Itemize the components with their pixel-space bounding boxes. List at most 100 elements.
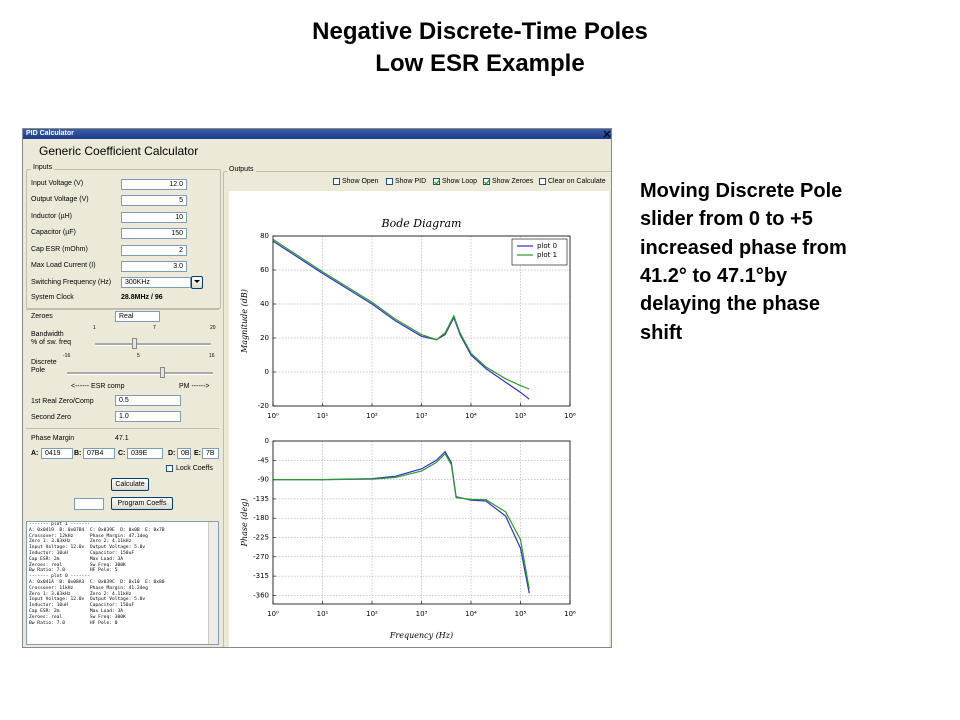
scale-label: 7 bbox=[153, 325, 156, 331]
field-label: Max Load Current (I) bbox=[31, 262, 96, 269]
window-title: PID Calculator bbox=[26, 130, 74, 137]
slider-label: Bandwidth bbox=[31, 331, 64, 338]
coeff-label: B: bbox=[74, 450, 82, 457]
dropdown[interactable]: 300KHz bbox=[121, 277, 191, 288]
log-line: Zeroes: real Sw Freq: 300K bbox=[29, 614, 126, 620]
checkbox[interactable] bbox=[333, 178, 340, 185]
slider-label: Discrete bbox=[31, 359, 57, 366]
coeff-label: C: bbox=[118, 450, 126, 457]
text-field[interactable]: 10 bbox=[121, 211, 187, 223]
slide-subtitle: Low ESR Example bbox=[375, 50, 585, 77]
checkbox[interactable] bbox=[386, 178, 393, 185]
field-label: Zeroes bbox=[31, 313, 53, 320]
checkbox[interactable] bbox=[433, 178, 440, 185]
checkbox-label: Show Loop bbox=[442, 178, 478, 185]
coeff-label: A: bbox=[31, 450, 39, 457]
note-line: shift bbox=[640, 321, 683, 344]
field-label: Inductor (µH) bbox=[31, 212, 72, 220]
field-label: Input Voltage (V) bbox=[31, 180, 84, 187]
calculate-button[interactable]: Calculate bbox=[111, 478, 149, 491]
field-label: Capacitor (µF) bbox=[31, 229, 76, 237]
scale-label: 5 bbox=[137, 353, 140, 359]
note-line: 41.2° to 47.1°by bbox=[640, 264, 788, 287]
log-line: A: 0x041A B: 0x08A3 C: 0x039C D: 0x10 E:… bbox=[29, 579, 165, 585]
text-field[interactable]: 0.5 bbox=[115, 395, 181, 406]
text-field[interactable]: 3.0 bbox=[121, 261, 187, 272]
text-field[interactable]: 2 bbox=[121, 244, 187, 256]
slider-hint: <------ ESR comp bbox=[71, 383, 125, 390]
checkbox-label: Lock Coeffs bbox=[176, 465, 213, 472]
field-label: System Clock bbox=[31, 294, 74, 301]
slider-label: Pole bbox=[31, 367, 46, 374]
separator bbox=[26, 428, 219, 429]
field-value: 28.8MHz / 96 bbox=[121, 294, 163, 301]
coeff-value[interactable]: 039E bbox=[127, 448, 163, 459]
separator bbox=[26, 309, 219, 310]
coeff-value[interactable]: 7B bbox=[202, 448, 219, 459]
field-label: Phase Margin bbox=[31, 435, 75, 442]
field-label: Second Zero bbox=[31, 414, 72, 421]
coeff-value[interactable]: 0B bbox=[177, 448, 191, 459]
outputs-group bbox=[223, 171, 611, 647]
field-label: Cap ESR (mOhm) bbox=[31, 245, 88, 253]
note-line: Moving Discrete Pole bbox=[640, 180, 843, 202]
log-line: ------- plot 1 ------- bbox=[29, 522, 90, 527]
field-label: 1st Real Zero/Comp bbox=[31, 398, 94, 405]
log-line: Inductor: 10uH Capacitor: 150uF bbox=[29, 603, 135, 609]
title-bar bbox=[23, 129, 611, 139]
scrollbar bbox=[208, 522, 218, 644]
group-label: Outputs bbox=[227, 166, 256, 173]
scale-label: 20 bbox=[210, 325, 216, 331]
dropdown[interactable]: Real bbox=[115, 311, 160, 322]
inputs-group bbox=[26, 169, 221, 309]
field-label: Output Voltage (V) bbox=[31, 196, 89, 204]
log-line: Cap ESR: 2m Max Load: 3A bbox=[29, 608, 124, 614]
checkbox[interactable] bbox=[539, 178, 546, 185]
log-line: ------- plot 0 ------- bbox=[29, 574, 90, 580]
scale-label: 16 bbox=[209, 353, 215, 359]
checkbox[interactable] bbox=[483, 178, 490, 185]
log-line: Input Voltage: 12.0v Output Voltage: 5.0… bbox=[29, 597, 146, 603]
text-field[interactable]: 1.0 bbox=[115, 411, 181, 422]
checkbox[interactable] bbox=[166, 465, 173, 472]
checkbox-label: Show Zeroes bbox=[492, 178, 534, 185]
log-line: Cap ESR: 2m Max Load: 3A bbox=[29, 556, 124, 562]
scale-label: 1 bbox=[93, 325, 96, 331]
log-line: Bw Ratio: 7.0 HF Pole: 0 bbox=[29, 620, 118, 626]
note-line: increased phase from bbox=[640, 236, 847, 259]
slider-track bbox=[67, 372, 213, 375]
text-field[interactable]: 5 bbox=[121, 195, 187, 207]
dropdown-arrow[interactable] bbox=[191, 276, 203, 289]
log-line: Inductor: 10uH Capacitor: 150uF bbox=[29, 550, 135, 556]
log-line: Crossover: 11kHz Phase Margin: 41.2deg bbox=[29, 585, 148, 591]
log-line: Input Voltage: 12.0v Output Voltage: 5.0… bbox=[29, 545, 146, 551]
text-field[interactable]: 12.0 bbox=[121, 179, 187, 190]
group-label: Inputs bbox=[31, 164, 55, 171]
log-line: Zero 1: 3.03kHz Zero 2: 4.11kHz bbox=[29, 591, 132, 597]
slider-label: % of sw. freq bbox=[31, 339, 72, 346]
app-window: PID Calculator Generic Coefficient Calcu… bbox=[22, 128, 612, 648]
checkbox-label: Clear on Calculate bbox=[548, 178, 606, 185]
field-value: 47.1 bbox=[115, 435, 129, 442]
close-button[interactable] bbox=[603, 130, 611, 138]
program-button[interactable]: Program Coeffs bbox=[111, 497, 173, 510]
slider-thumb[interactable] bbox=[160, 367, 165, 378]
log-line: Bw Ratio: 7.0 HF Pole: 5 bbox=[29, 568, 118, 574]
dropdown[interactable] bbox=[74, 498, 104, 510]
log-box: ------- plot 1 ------- A: 0x0419 B: 0x07B… bbox=[26, 521, 219, 645]
slider-thumb[interactable] bbox=[132, 338, 137, 349]
text-field[interactable]: 150 bbox=[121, 228, 187, 240]
log-line: Zero 1: 3.03kHz Zero 2: 4.11kHz bbox=[29, 539, 132, 545]
slide-title: Negative Discrete-Time Poles bbox=[312, 18, 648, 45]
log-line: A: 0x0419 B: 0x07B4 C: 0x039E D: 0x0B E:… bbox=[29, 527, 165, 533]
slider-hint: PM ------> bbox=[179, 383, 210, 390]
slider-track bbox=[95, 343, 211, 346]
log-line: Zeroes: real Sw Freq: 300K bbox=[29, 562, 126, 568]
checkbox-label: Show PID bbox=[395, 178, 427, 185]
plot-area bbox=[229, 191, 609, 647]
coeff-value[interactable]: 07B4 bbox=[83, 448, 115, 459]
coeff-value[interactable]: 0419 bbox=[41, 448, 73, 459]
note-line: slider from 0 to +5 bbox=[640, 208, 813, 231]
heading: Generic Coefficient Calculator bbox=[39, 144, 199, 158]
